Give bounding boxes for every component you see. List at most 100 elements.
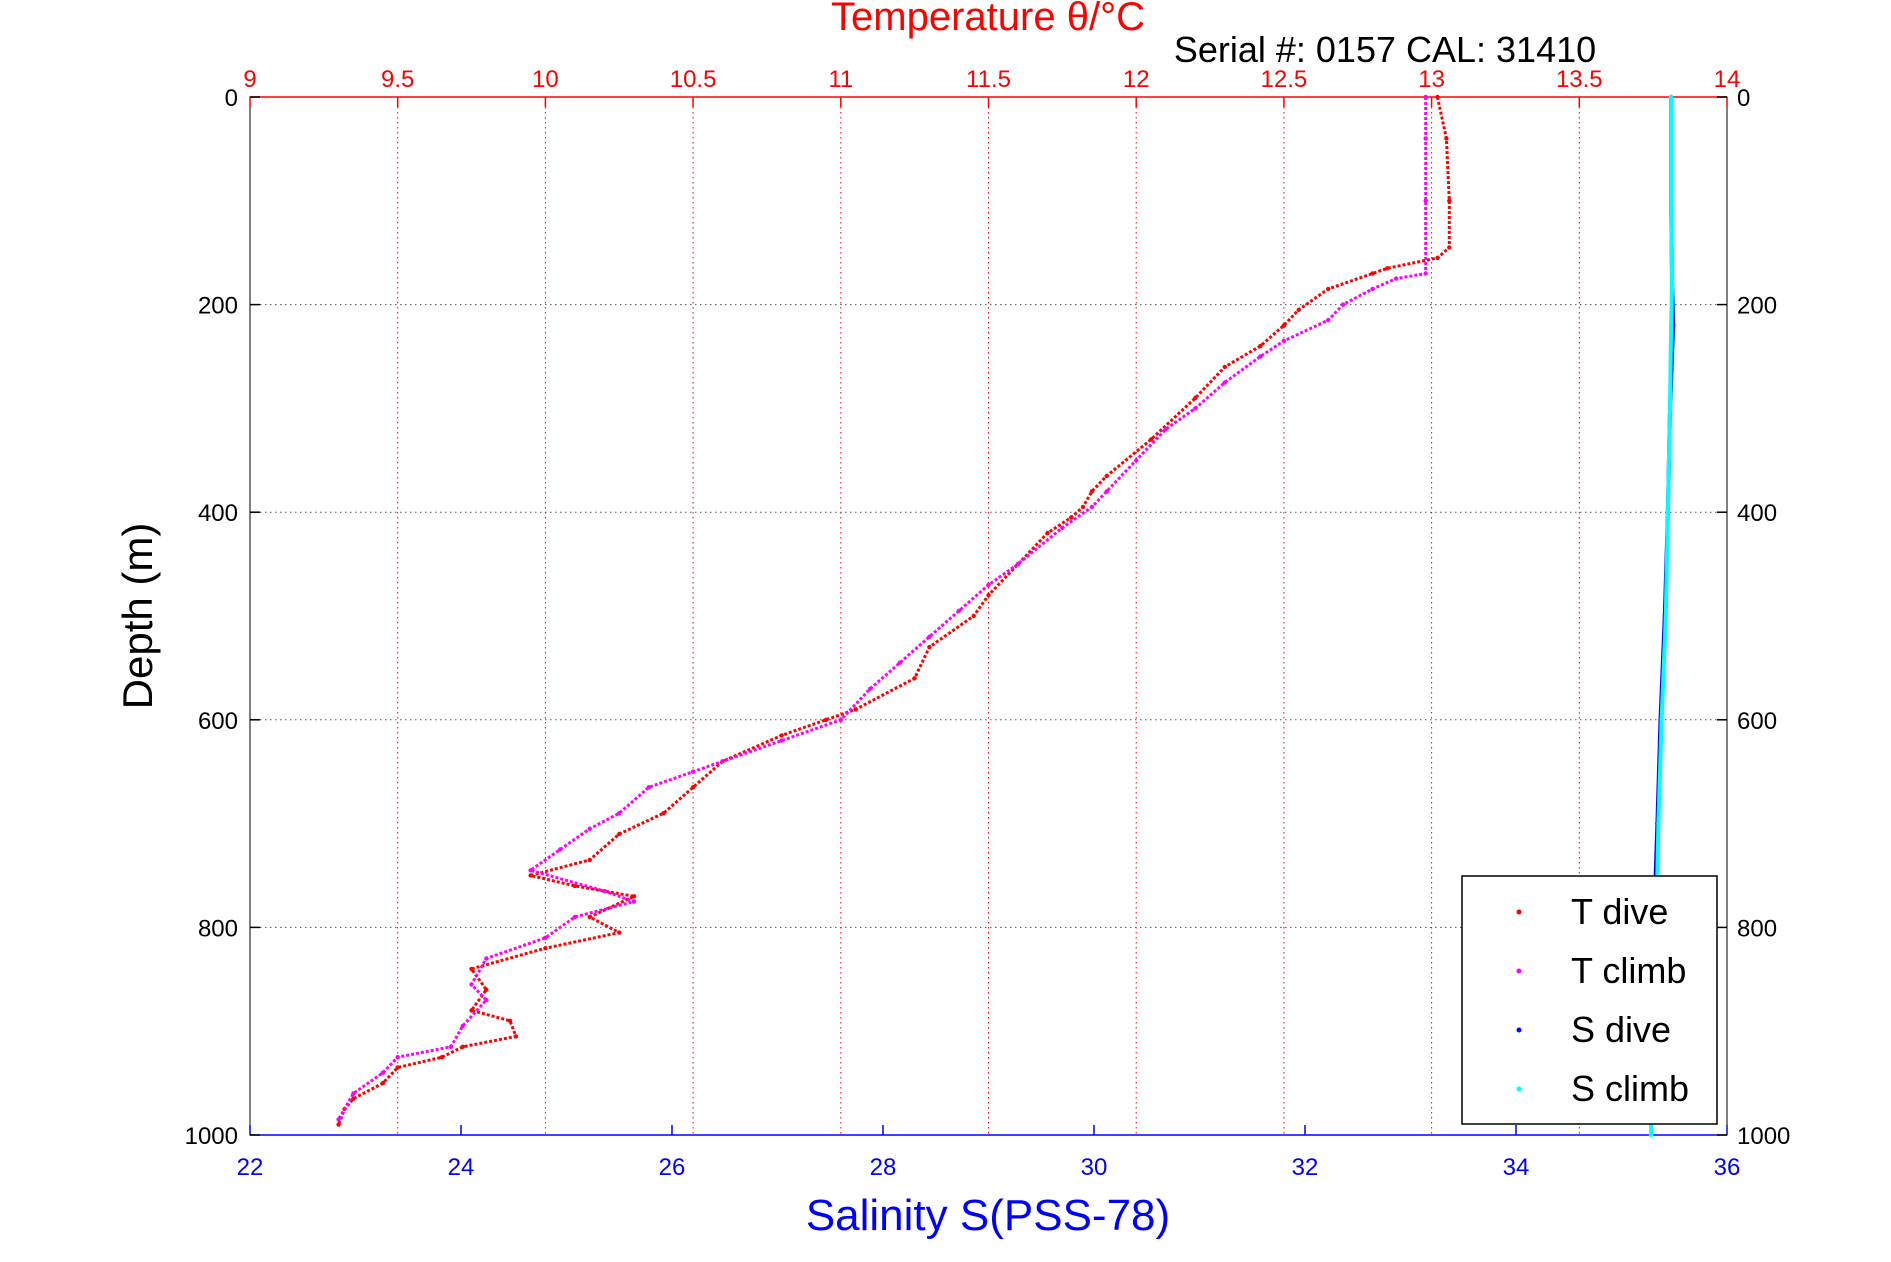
data-point-t-climb (572, 914, 578, 920)
top-tick-label: 10.5 (670, 66, 717, 93)
top-tick-label: 12.5 (1261, 66, 1308, 93)
data-point-t-climb (617, 811, 622, 816)
data-point-t-dive (1104, 473, 1109, 479)
left-tick-label: 600 (198, 708, 238, 735)
data-point-t-dive (572, 883, 578, 889)
data-point-t-climb (1104, 489, 1109, 494)
bottom-tick-label: 28 (870, 1154, 897, 1181)
data-point-s-climb (1668, 323, 1674, 328)
data-point-t-dive (1447, 198, 1452, 203)
series-line-t-climb (337, 97, 1428, 1121)
left-tick-label: 800 (198, 915, 238, 942)
data-point-t-dive (1258, 343, 1263, 349)
data-point-t-climb (690, 769, 696, 774)
legend-marker-s-climb (1516, 1086, 1522, 1092)
data-point-t-dive (1080, 504, 1086, 510)
data-point-t-dive (779, 733, 784, 738)
bottom-tick-label: 24 (448, 1154, 475, 1181)
data-point-t-climb (395, 1055, 400, 1060)
top-tick-label: 12 (1123, 66, 1150, 93)
series-t-climb (336, 94, 1428, 1122)
top-tick-label: 9.5 (381, 66, 414, 93)
data-point-s-climb (1663, 613, 1669, 619)
data-point-t-climb (1015, 561, 1021, 567)
data-point-t-dive (927, 644, 932, 650)
data-point-t-climb (1370, 286, 1375, 292)
bottom-tick-label: 26 (659, 1154, 686, 1181)
data-point-t-dive (1435, 94, 1440, 100)
top-axis-ticks: 9 9.5 10 10.5 11 11.5 12 12.5 13 13.5 14 (243, 66, 1740, 107)
data-point-t-climb (1060, 525, 1065, 530)
data-point-t-climb (1281, 338, 1287, 344)
top-tick-label: 10 (532, 66, 559, 93)
legend-label-t-climb: T climb (1571, 950, 1686, 991)
data-point-t-dive (439, 1055, 445, 1060)
series-t-dive (336, 94, 1452, 1127)
data-point-t-climb (1423, 136, 1428, 141)
right-tick-label: 400 (1737, 500, 1777, 527)
data-point-t-climb (1222, 380, 1228, 385)
data-point-t-climb (460, 1023, 465, 1029)
data-point-t-dive (507, 1018, 513, 1023)
legend-marker-t-dive (1516, 909, 1522, 915)
data-point-t-dive (853, 707, 858, 712)
vertical-gridlines (397, 97, 1580, 1135)
data-point-t-dive (1435, 255, 1440, 261)
data-point-t-dive (587, 857, 592, 863)
data-point-t-climb (631, 899, 637, 904)
data-point-t-dive (1045, 530, 1050, 536)
data-point-t-dive (1281, 323, 1287, 328)
data-point-t-climb (986, 582, 991, 588)
data-point-t-dive (631, 894, 637, 899)
data-point-t-climb (1423, 94, 1428, 100)
data-point-t-dive (912, 676, 917, 681)
top-tick-label: 13 (1418, 66, 1445, 93)
data-point-t-dive (986, 593, 991, 598)
data-point-t-climb (897, 660, 903, 665)
data-point-t-dive (1296, 307, 1301, 312)
right-tick-label: 0 (1737, 85, 1750, 112)
data-point-s-climb (1665, 510, 1671, 515)
data-point-t-dive (971, 613, 976, 619)
data-point-t-climb (484, 997, 489, 1003)
data-point-t-dive (469, 966, 474, 972)
top-tick-label: 9 (243, 66, 256, 93)
legend-label-t-dive: T dive (1571, 891, 1668, 932)
right-tick-label: 1000 (1737, 1123, 1790, 1150)
data-point-t-dive (460, 1044, 465, 1050)
x-axis-label: Salinity S(PSS-78) (806, 1191, 1170, 1240)
data-point-t-climb (838, 717, 843, 722)
data-point-t-dive (1385, 266, 1390, 271)
data-point-t-climb (587, 826, 592, 831)
bottom-tick-label: 34 (1503, 1154, 1530, 1181)
bottom-tick-label: 36 (1714, 1154, 1741, 1181)
data-point-t-climb (351, 1091, 356, 1096)
data-point-t-dive (617, 831, 622, 837)
right-tick-label: 800 (1737, 915, 1777, 942)
data-point-s-climb (1656, 821, 1661, 826)
data-point-t-climb (1394, 276, 1399, 281)
data-point-t-dive (543, 946, 548, 951)
data-point-t-climb (646, 785, 651, 790)
bottom-tick-label: 22 (237, 1154, 264, 1181)
data-point-t-dive (336, 1122, 341, 1127)
chart-title: Temperature θ/°C (831, 0, 1145, 39)
bottom-axis-ticks: 22 24 26 28 30 32 34 36 (237, 1125, 1741, 1181)
series-line-t-dive (337, 96, 1451, 1126)
legend-label-s-dive: S dive (1571, 1009, 1671, 1050)
data-point-t-climb (1258, 354, 1263, 359)
data-point-t-climb (1423, 198, 1428, 203)
data-point-t-dive (1370, 271, 1375, 276)
data-point-t-climb (956, 608, 962, 613)
data-point-s-climb (1667, 406, 1673, 411)
depth-axis-ticks: 0 0 200 200 400 400 600 600 800 800 1000 1000 (185, 85, 1791, 1150)
data-point-t-dive (617, 930, 622, 935)
left-tick-label: 1000 (185, 1123, 238, 1150)
data-point-t-dive (1089, 489, 1095, 494)
y-axis-label: Depth (m) (114, 523, 161, 710)
data-point-s-climb (1668, 94, 1674, 100)
data-point-t-dive (469, 1008, 474, 1013)
data-point-t-dive (1326, 286, 1331, 292)
top-tick-label: 13.5 (1556, 66, 1603, 93)
